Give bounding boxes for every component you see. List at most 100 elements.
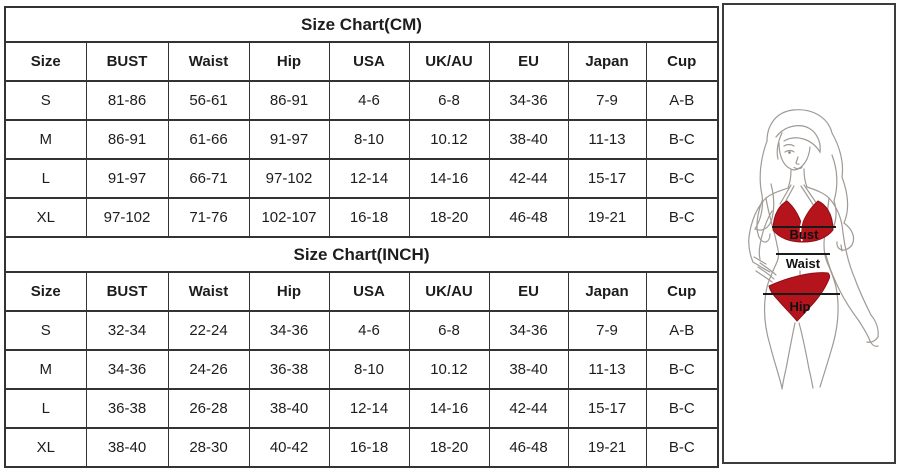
bikini-bottom: [768, 272, 831, 322]
table-row: M 86-91 61-66 91-97 8-10 10.12 38-40 11-13 B-C: [4, 119, 719, 160]
table-cell: 18-20: [408, 427, 490, 468]
shoulder-line: [765, 187, 789, 199]
table-cell: 4-6: [328, 310, 410, 351]
table-cell: 24-26: [167, 349, 250, 390]
table-cell: 10.12: [408, 119, 490, 160]
table-row: XL 38-40 28-30 40-42 16-18 18-20 46-48 19-21 B-C: [4, 427, 719, 468]
right-arm: [825, 197, 879, 347]
table-cell: 16-18: [328, 427, 410, 468]
table-cell: 86-91: [85, 119, 169, 160]
column-header: Cup: [645, 271, 719, 312]
table-cell: 46-48: [488, 197, 569, 238]
table-row: L 91-97 66-71 97-102 12-14 14-16 42-44 15-17 B-C: [4, 158, 719, 199]
table-cell: 22-24: [167, 310, 250, 351]
table-cell: 12-14: [328, 388, 410, 429]
table-row: L 36-38 26-28 38-40 12-14 14-16 42-44 15-17 B-C: [4, 388, 719, 429]
torso-line: [765, 197, 780, 263]
table-cell: 34-36: [488, 310, 569, 351]
table-cell: B-C: [645, 388, 719, 429]
table-cell: S: [4, 80, 87, 121]
table-cell: 38-40: [85, 427, 169, 468]
table-cell: 42-44: [488, 388, 569, 429]
table-cell: A-B: [645, 310, 719, 351]
column-header: USA: [328, 41, 410, 82]
table-cell: 14-16: [408, 158, 490, 199]
table-cell: 7-9: [567, 80, 647, 121]
column-header: Cup: [645, 41, 719, 82]
table-cell: 7-9: [567, 310, 647, 351]
table-cell: 42-44: [488, 158, 569, 199]
column-header: UK/AU: [408, 41, 490, 82]
table-cell: 8-10: [328, 349, 410, 390]
table-cell: 86-91: [248, 80, 330, 121]
table-cell: 15-17: [567, 388, 647, 429]
hip-curve: [766, 261, 778, 288]
table-cell: 11-13: [567, 119, 647, 160]
table-cell: 6-8: [408, 80, 490, 121]
size-chart-table-body: Size Chart(CM) Size BUST Waist Hip USA UK/AU EU…: [4, 6, 719, 468]
table-cell: 8-10: [328, 119, 410, 160]
column-header: EU: [488, 41, 569, 82]
table-cell: 36-38: [85, 388, 169, 429]
table-row: XL 97-102 71-76 102-107 16-18 18-20 46-48 19-21…: [4, 197, 719, 238]
table-cell: XL: [4, 197, 87, 238]
hair-icon: [754, 109, 855, 251]
table-cell: 6-8: [408, 310, 490, 351]
table-cell: 56-61: [167, 80, 250, 121]
table-cell: 12-14: [328, 158, 410, 199]
table-title: Size Chart(INCH): [4, 236, 719, 273]
left-arm: [748, 197, 777, 283]
table-cell: 28-30: [167, 427, 250, 468]
table-cell: B-C: [645, 119, 719, 160]
size-chart-table: Size Chart(CM) Size BUST Waist Hip USA UK/AU EU…: [4, 6, 719, 468]
table-cell: 97-102: [248, 158, 330, 199]
neck-line: [787, 169, 792, 189]
table-cell: 16-18: [328, 197, 410, 238]
column-header: Size: [4, 41, 87, 82]
table-cell: 10.12: [408, 349, 490, 390]
shoulder-line: [806, 186, 830, 199]
table-cell: 4-6: [328, 80, 410, 121]
table-cell: 18-20: [408, 197, 490, 238]
column-header: EU: [488, 271, 569, 312]
column-header: BUST: [85, 271, 169, 312]
table-cell: 38-40: [488, 349, 569, 390]
table-cell: B-C: [645, 158, 719, 199]
woman-figure-illustration: Bust Waist Hip: [748, 109, 879, 390]
table-cell: 34-36: [85, 349, 169, 390]
table-cell: 81-86: [85, 80, 169, 121]
table-cell: L: [4, 158, 87, 199]
table-cell: 71-76: [167, 197, 250, 238]
table-cell: L: [4, 388, 87, 429]
waist-label: Waist: [786, 256, 821, 271]
table-cell: 91-97: [85, 158, 169, 199]
table-row: S 32-34 22-24 34-36 4-6 6-8 34-36 7-9 A-B: [4, 310, 719, 351]
table-cell: 66-71: [167, 158, 250, 199]
table-cell: 38-40: [248, 388, 330, 429]
table-row: S 81-86 56-61 86-91 4-6 6-8 34-36 7-9 A-B: [4, 80, 719, 121]
table-cell: B-C: [645, 197, 719, 238]
table-cell: 14-16: [408, 388, 490, 429]
column-header: Japan: [567, 41, 647, 82]
cleavage-line: [799, 220, 803, 242]
table-cell: 11-13: [567, 349, 647, 390]
table-cell: S: [4, 310, 87, 351]
table-cell: 102-107: [248, 197, 330, 238]
table-cell: B-C: [645, 427, 719, 468]
column-header: USA: [328, 271, 410, 312]
column-header: Waist: [167, 41, 250, 82]
table-cell: 38-40: [488, 119, 569, 160]
column-header: Japan: [567, 271, 647, 312]
column-header: UK/AU: [408, 271, 490, 312]
column-header: Hip: [248, 271, 330, 312]
table-cell: B-C: [645, 349, 719, 390]
table-row: M 34-36 24-26 36-38 8-10 10.12 38-40 11-13 B-C: [4, 349, 719, 390]
table-cell: 97-102: [85, 197, 169, 238]
table-cell: XL: [4, 427, 87, 468]
table-cell: 36-38: [248, 349, 330, 390]
table-cell: 40-42: [248, 427, 330, 468]
table-cell: 26-28: [167, 388, 250, 429]
legs: [764, 286, 839, 390]
measurement-guide-panel: Bust Waist Hip: [722, 3, 896, 464]
table-cell: 15-17: [567, 158, 647, 199]
